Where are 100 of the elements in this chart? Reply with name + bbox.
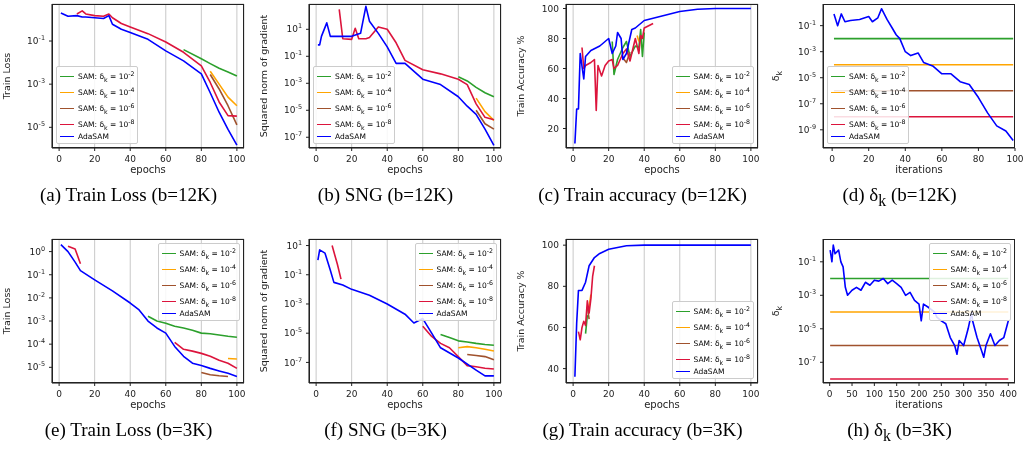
line-series [209, 70, 238, 107]
y-tick-label: 10$^{-9}$ [798, 122, 816, 135]
x-tick-label: 40 [899, 154, 912, 164]
x-tick-label: 0 [829, 154, 836, 164]
y-tick-label: 100 [541, 240, 560, 251]
x-tick-label: 60 [160, 389, 172, 399]
y-tick-label: 10$^{-7}$ [284, 130, 302, 143]
text: (e) Train Loss (b=3K) [43, 419, 214, 441]
x-tick-label: 80 [709, 154, 722, 164]
line-series [182, 48, 238, 77]
y-tick-label: 10$^{-5}$ [798, 70, 816, 83]
y-tick-label: 10$^{1}$ [286, 238, 302, 251]
x-tick-label: 80 [972, 154, 985, 164]
x-tick-label: 100 [1006, 154, 1024, 164]
text: (h) δ$_{k}$ (b=3K) [846, 419, 953, 445]
y-tick-label: 10$^{-4}$ [27, 337, 45, 350]
line-series [421, 325, 495, 370]
y-tick-label: 10$^{-7}$ [798, 96, 816, 109]
x-tick-label: 80 [452, 154, 465, 164]
y-tick-label: 20 [547, 123, 560, 134]
x-tick-label: 100 [865, 389, 884, 399]
y-tick-label: 10$^{1}$ [286, 22, 302, 35]
y-tick-label: 10$^{-5}$ [284, 103, 302, 116]
text: (b) SNG (b=12K) [316, 184, 455, 206]
x-tick-label: 20 [88, 389, 101, 399]
line-series [577, 264, 596, 341]
text: (d) δ$_{k}$ (b=12K) [841, 184, 958, 210]
x-axis-title: epochs [129, 164, 167, 175]
line-series [457, 76, 495, 98]
x-tick-label: 60 [160, 154, 172, 164]
y-tick-label: 40 [547, 93, 560, 104]
y-tick-label: 60 [547, 63, 560, 74]
y-tick-label: 80 [547, 281, 560, 292]
line-series [611, 28, 646, 76]
x-tick-label: 60 [936, 154, 948, 164]
x-tick-label: 40 [124, 389, 137, 399]
x-tick-label: 80 [195, 389, 208, 399]
y-tick-label: 40 [547, 363, 560, 374]
y-tick-label: 80 [547, 33, 560, 44]
x-tick-label: 20 [345, 389, 358, 399]
x-tick-label: 200 [910, 389, 928, 399]
y-tick-label: 10$^{-3}$ [798, 288, 816, 301]
y-tick-label: 10$^{-7}$ [798, 355, 816, 368]
y-tick-label: 10$^{-5}$ [27, 360, 45, 373]
y-axis-title: Train Loss [0, 52, 12, 100]
x-tick-label: 40 [124, 154, 137, 164]
x-tick-label: 40 [381, 389, 394, 399]
y-tick-label: 10$^{-1}$ [284, 267, 302, 280]
y-tick-label: 10$^{-1}$ [27, 267, 45, 280]
x-axis-title: epochs [643, 164, 681, 175]
y-tick-label: 10$^{0}$ [29, 244, 45, 257]
y-tick-label: 10$^{-1}$ [798, 18, 816, 31]
line-series [581, 22, 654, 112]
line-series [173, 341, 238, 370]
x-tick-label: 250 [932, 389, 951, 399]
x-tick-label: 100 [485, 154, 503, 164]
x-tick-label: 100 [228, 154, 246, 164]
y-tick-label: 10$^{-3}$ [798, 44, 816, 57]
y-tick-label: 10$^{-3}$ [284, 297, 302, 310]
line-series [209, 73, 238, 126]
y-tick-label: 10$^{-1}$ [284, 49, 302, 62]
x-tick-label: 80 [195, 154, 208, 164]
y-tick-label: 10$^{-1}$ [27, 34, 45, 47]
x-tick-label: 60 [674, 154, 686, 164]
x-tick-label: 60 [417, 154, 429, 164]
x-axis-title: iterations [894, 164, 944, 175]
x-tick-label: 20 [862, 154, 875, 164]
x-tick-label: 0 [570, 154, 577, 164]
y-tick-label: 10$^{-2}$ [27, 291, 45, 304]
x-axis-title: epochs [643, 399, 681, 410]
line-series [147, 315, 238, 338]
x-axis-title: epochs [129, 399, 167, 410]
x-tick-label: 0 [826, 389, 833, 399]
text: (g) Train accuracy (b=3K) [541, 419, 744, 441]
x-tick-label: 400 [999, 389, 1018, 399]
x-axis-title: epochs [386, 164, 424, 175]
y-tick-label: 10$^{-5}$ [284, 326, 302, 339]
y-axis-title: Squared norm of gradient [257, 249, 269, 373]
x-tick-label: 80 [709, 389, 722, 399]
y-axis-title: Squared norm of gradient [257, 14, 269, 138]
x-tick-label: 40 [638, 389, 651, 399]
x-tick-label: 0 [56, 154, 63, 164]
x-tick-label: 100 [228, 389, 246, 399]
y-axis-title: Train Accuracy % [514, 270, 526, 352]
x-tick-label: 150 [888, 389, 906, 399]
x-tick-label: 350 [977, 389, 995, 399]
x-tick-label: 300 [955, 389, 973, 399]
text: (c) Train accuracy (b=12K) [537, 184, 748, 206]
x-tick-label: 60 [674, 389, 686, 399]
y-tick-label: 10$^{-7}$ [284, 355, 302, 368]
x-tick-label: 50 [846, 389, 859, 399]
x-tick-label: 20 [602, 389, 615, 399]
x-tick-label: 100 [485, 389, 503, 399]
line-series [829, 244, 1010, 359]
line-series [317, 249, 495, 377]
x-axis-title: epochs [386, 399, 424, 410]
y-axis-title: Train Loss [0, 287, 12, 335]
y-tick-label: 10$^{-1}$ [798, 254, 816, 267]
y-tick-label: 10$^{-3}$ [284, 76, 302, 89]
y-tick-label: 10$^{-3}$ [27, 77, 45, 90]
